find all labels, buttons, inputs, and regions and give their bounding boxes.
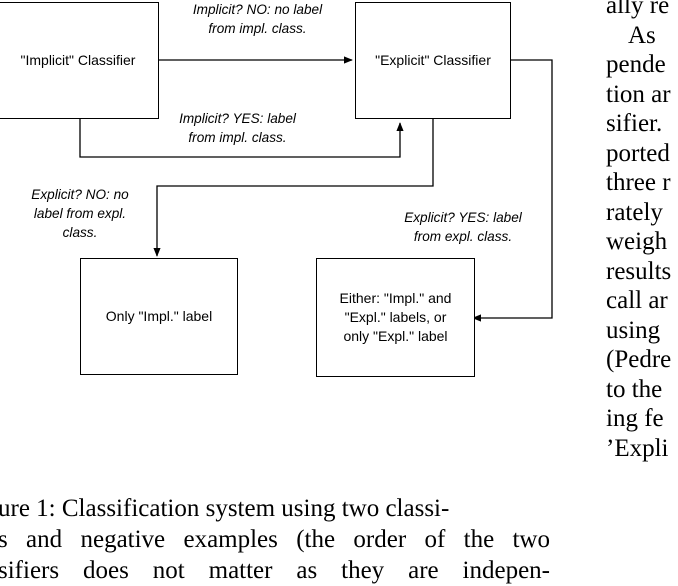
either-line: Either: "Impl." and: [339, 290, 452, 306]
edge-label-line: Implicit? YES: label: [179, 111, 296, 126]
edge-label-explicit-no: Explicit? NO: no label from expl. class.: [0, 185, 160, 242]
edge-label-line: label from expl.: [33, 206, 127, 221]
body-line: tion ar: [606, 80, 671, 108]
caption-line: s and negative examples (the order of th…: [0, 526, 550, 553]
arrow-implicit-yes: [79, 118, 404, 158]
either-line: only "Expl." label: [343, 328, 448, 344]
only-impl-label: Only "Impl." label: [105, 308, 213, 324]
edge-label-implicit-yes: Implicit? YES: label from impl. class.: [150, 109, 325, 147]
body-line: sifier.: [606, 110, 663, 137]
body-line: (Pedre: [606, 346, 672, 373]
body-line: ported: [606, 139, 670, 167]
figure-caption: ure 1: Classification system using two c…: [0, 493, 550, 586]
edge-label-line: Explicit? NO: no: [31, 187, 129, 202]
body-line: rately: [606, 198, 663, 226]
edge-label-explicit-yes: Explicit? YES: label from expl. class.: [378, 208, 548, 246]
caption-line: sifiers does not matter as they are inde…: [0, 557, 550, 584]
body-line: pende: [606, 51, 666, 78]
edge-label-line: Implicit? NO: no label: [192, 2, 323, 17]
body-line: to the: [606, 375, 663, 403]
body-line: three r: [606, 169, 671, 196]
edge-label-line: from expl. class.: [413, 229, 513, 244]
caption-line: ure 1: Classification system using two c…: [0, 495, 450, 522]
edge-label-line: Explicit? YES: label: [404, 210, 522, 225]
explicit-classifier-box: "Explicit" Classifier: [355, 2, 511, 119]
body-line: ’Expli: [606, 434, 669, 462]
arrow-explicit-no: [153, 118, 434, 257]
either-line: "Expl." labels, or: [344, 309, 447, 325]
arrow-explicit-yes: [472, 59, 553, 322]
edge-label-line: from impl. class.: [208, 21, 307, 36]
body-line: call ar: [606, 287, 668, 314]
body-line: results: [606, 257, 672, 285]
only-impl-box: Only "Impl." label: [80, 258, 238, 375]
implicit-classifier-label: "Implicit" Classifier: [20, 52, 136, 68]
explicit-classifier-label: "Explicit" Classifier: [375, 52, 491, 68]
edge-label-implicit-no: Implicit? NO: no label from impl. class.: [160, 0, 355, 38]
edge-label-line: from impl. class.: [188, 130, 287, 145]
body-line: As: [628, 21, 656, 49]
right-column-text: ally re As pende tion ar sifier. ported …: [606, 0, 671, 463]
implicit-classifier-box: "Implicit" Classifier: [0, 2, 159, 119]
either-box: Either: "Impl." and "Expl." labels, or o…: [316, 258, 475, 377]
body-line: ally re: [606, 0, 670, 19]
body-line: weigh: [606, 228, 668, 255]
body-line: ing fe: [606, 405, 664, 432]
edge-label-line: class.: [62, 225, 98, 240]
body-line: using: [606, 316, 661, 344]
